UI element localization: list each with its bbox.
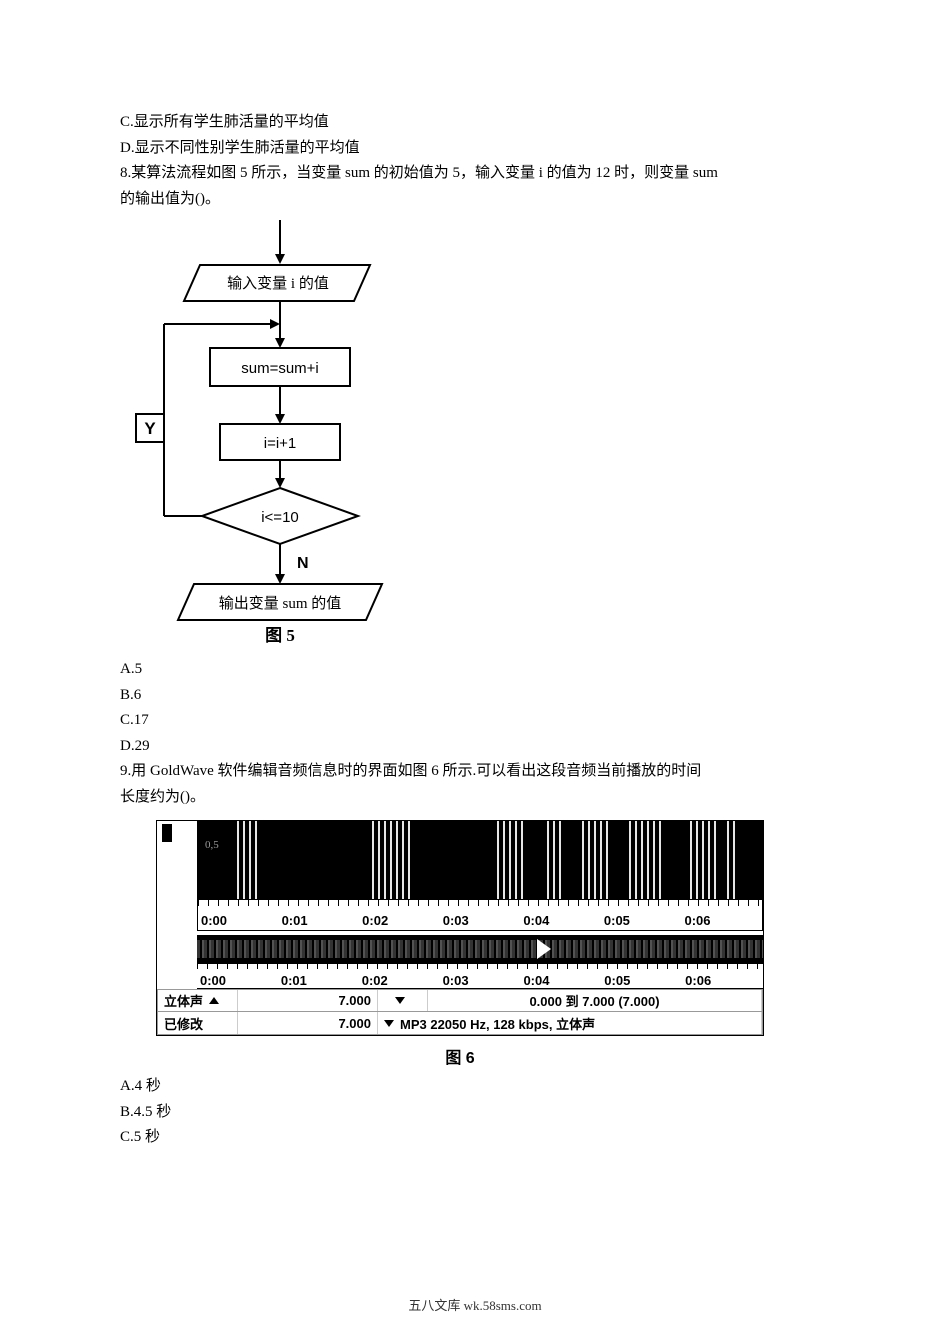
triangle-up-icon [209,997,219,1004]
tick: 0:05 [601,973,682,988]
q9-option-a: A.4 秒 [120,1074,830,1100]
wave-burst [629,821,664,899]
q8-option-b: B.6 [120,683,830,709]
flow-step2-text: i=i+1 [264,435,297,452]
overview-band [197,935,763,963]
tick: 0:00 [198,913,279,928]
tick: 0:03 [440,913,521,928]
status-format: MP3 22050 Hz, 128 kbps, 立体声 [400,1014,595,1033]
flow-input-text: 输入变量 i 的值 [227,275,329,292]
tick: 0:06 [681,913,762,928]
wave-burst [582,821,612,899]
status-row-1: 立体声 7.000 0.000 到 7.000 (7.000) [157,989,763,1012]
waveform-display: 0,5 [157,821,763,899]
flow-yes-label: Y [144,419,156,438]
page-content: C.显示所有学生肺活量的平均值 D.显示不同性别学生肺活量的平均值 8.某算法流… [0,0,950,1191]
tick: 0:02 [359,913,440,928]
triangle-down-icon [395,997,405,1004]
q9-stem-2: 长度约为()。 [120,785,830,811]
q8-option-a: A.5 [120,657,830,683]
wave-burst [497,821,525,899]
tick: 0:01 [278,973,359,988]
wave-burst [372,821,412,899]
status-val2: 7.000 [238,1012,378,1034]
tick: 0:04 [520,913,601,928]
tick: 0:01 [279,913,360,928]
flow-cond-text: i<=10 [261,509,299,526]
q8-stem-1: 8.某算法流程如图 5 所示，当变量 sum 的初始值为 5，输入变量 i 的值… [120,161,830,187]
tick: 0:02 [359,973,440,988]
time-ruler-bottom: 0:00 0:01 0:02 0:03 0:04 0:05 0:06 [197,963,763,989]
time-ruler-top: 0:00 0:01 0:02 0:03 0:04 0:05 0:06 [197,899,763,931]
q8-option-c: C.17 [120,708,830,734]
q7-option-c: C.显示所有学生肺活量的平均值 [120,110,830,136]
q8-options: A.5 B.6 C.17 D.29 [120,657,830,759]
wave-burst [237,821,257,899]
tick: 0:06 [682,973,763,988]
q9-option-c: C.5 秒 [120,1125,830,1151]
playhead-icon [537,939,551,959]
triangle-down-icon [384,1020,394,1027]
status-stereo: 立体声 [164,991,203,1010]
waveform-mid-label: 0,5 [205,839,219,851]
status-modified: 已修改 [158,1012,238,1034]
page-footer: 五八文库 wk.58sms.com [0,1295,950,1314]
tick: 0:05 [601,913,682,928]
wave-burst [727,821,737,899]
status-row-2: 已修改 7.000 MP3 22050 Hz, 128 kbps, 立体声 [157,1012,763,1035]
tick: 0:03 [440,973,521,988]
q7-option-d: D.显示不同性别学生肺活量的平均值 [120,136,830,162]
figure6-caption: 图 6 [156,1044,764,1068]
tick: 0:00 [197,973,278,988]
q8-option-d: D.29 [120,734,830,760]
q9-options: A.4 秒 B.4.5 秒 C.5 秒 [120,1074,830,1151]
status-val1: 7.000 [238,990,378,1011]
flowchart-figure-5: 输入变量 i 的值 sum=sum+i i=i+1 i<=10 [120,220,830,645]
wave-burst [690,821,718,899]
status-range: 0.000 到 7.000 (7.000) [428,990,762,1011]
q9-stem-1: 9.用 GoldWave 软件编辑音频信息时的界面如图 6 所示.可以看出这段音… [120,759,830,785]
tick: 0:04 [520,973,601,988]
flow-output-text: 输出变量 sum 的值 [219,595,342,612]
wave-burst [547,821,565,899]
goldwave-screenshot: 0,5 0:00 0:01 0:02 0:03 0:04 0:05 0:06 [156,820,764,1068]
flow-no-label: N [297,555,309,572]
q8-stem-2: 的输出值为()。 [120,187,830,213]
figure5-caption: 图 5 [265,626,295,645]
q9-option-b: B.4.5 秒 [120,1100,830,1126]
flow-step1-text: sum=sum+i [241,360,319,377]
